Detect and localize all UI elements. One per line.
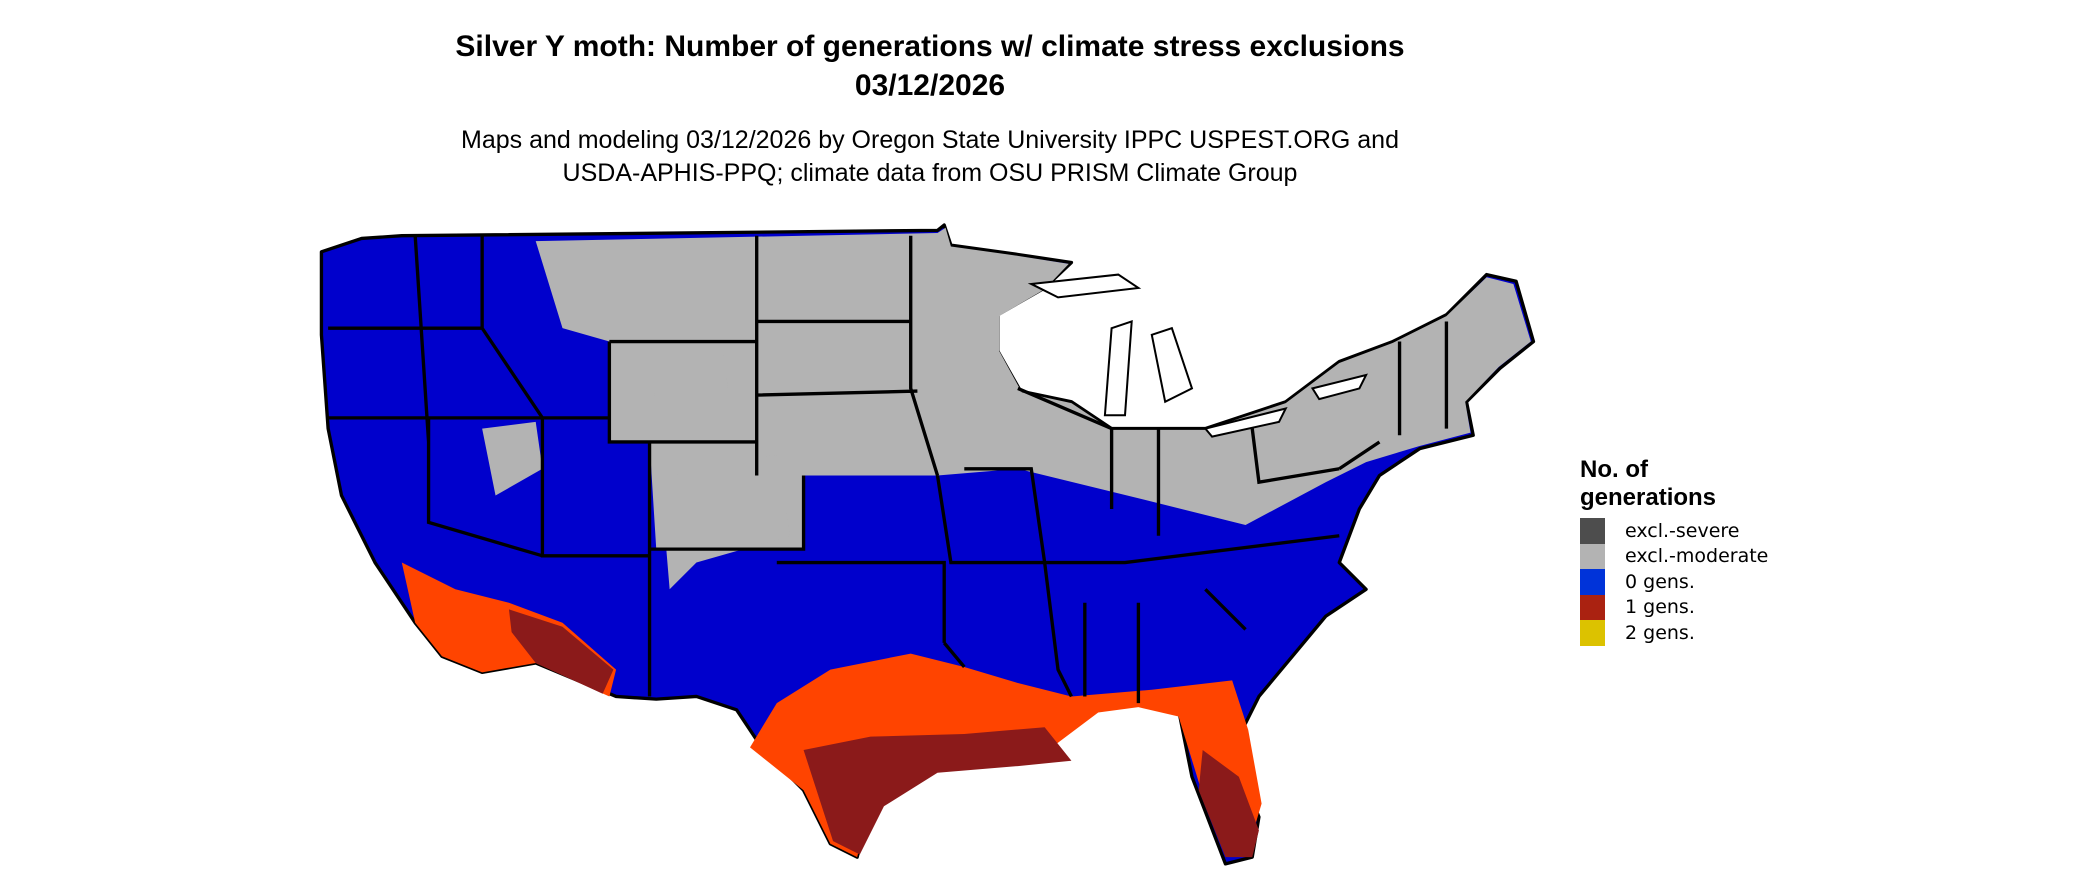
map-title-line2: 03/12/2026 bbox=[854, 69, 1006, 102]
legend-swatch bbox=[1580, 543, 1605, 569]
legend-title-line1: No. of bbox=[1580, 456, 1648, 483]
legend-title: No. of generations bbox=[1580, 456, 1768, 512]
state-borders bbox=[328, 235, 1449, 704]
legend-item-0-gens: 0 gens. bbox=[1580, 569, 1768, 595]
legend-label: excl.-moderate bbox=[1625, 545, 1769, 568]
excl-moderate-region bbox=[535, 227, 1531, 550]
legend-item-excl-moderate: excl.-moderate bbox=[1580, 543, 1769, 569]
one-gens-partial-region bbox=[401, 562, 1262, 858]
legend-label: 1 gens. bbox=[1625, 596, 1695, 619]
legend-label: 0 gens. bbox=[1625, 570, 1695, 593]
map-subtitle-line2: USDA-APHIS-PPQ; climate data from OSU PR… bbox=[562, 159, 1298, 187]
legend-swatch bbox=[1580, 569, 1605, 595]
map-title-line1: Silver Y moth: Number of generations w/ … bbox=[455, 30, 1405, 63]
legend-swatch bbox=[1580, 620, 1605, 646]
legend-label: excl.-severe bbox=[1625, 519, 1740, 542]
map-subtitle-line1: Maps and modeling 03/12/2026 by Oregon S… bbox=[461, 126, 1399, 154]
legend-swatch bbox=[1580, 518, 1605, 544]
legend-item-excl-severe: excl.-severe bbox=[1580, 518, 1768, 544]
legend-swatch bbox=[1580, 594, 1605, 620]
legend: No. of generations excl.-severe excl.-mo… bbox=[1580, 456, 1768, 646]
legend-title-line2: generations bbox=[1580, 484, 1717, 511]
legend-item-2-gens: 2 gens. bbox=[1580, 620, 1768, 646]
great-lakes bbox=[1027, 273, 1368, 438]
legend-label: 2 gens. bbox=[1625, 621, 1695, 644]
legend-item-1-gens: 1 gens. bbox=[1580, 594, 1768, 620]
excl-moderate-patches bbox=[482, 348, 791, 590]
